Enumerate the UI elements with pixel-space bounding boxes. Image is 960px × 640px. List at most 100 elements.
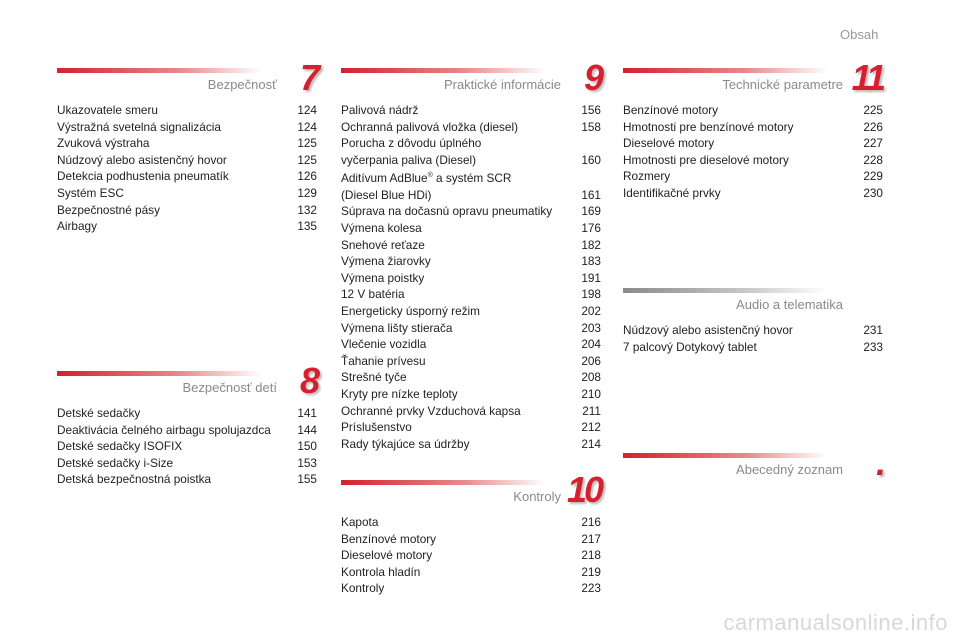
entry-page[interactable]: 161 [581, 187, 601, 202]
toc-entry[interactable]: Výstražná svetelná signalizácia 124 [57, 119, 317, 136]
toc-entry[interactable]: Strešné tyče 208 [341, 369, 601, 386]
toc-entry[interactable]: Palivová nádrž 156 [341, 102, 601, 119]
entry-label[interactable]: Benzínové motory [341, 531, 437, 546]
entry-page[interactable]: 228 [863, 152, 883, 167]
entry-page[interactable]: 156 [581, 103, 601, 117]
entry-page[interactable]: 126 [297, 169, 317, 184]
toc-entry[interactable]: Výmena poistky 191 [341, 270, 601, 287]
entry-label[interactable]: 12 V batéria [341, 287, 405, 302]
entry-label[interactable]: Rady týkajúce sa údržby [341, 436, 470, 451]
entry-label[interactable]: Ťahanie prívesu [341, 353, 426, 368]
entry-page[interactable]: 183 [581, 254, 601, 269]
entry-page[interactable]: 176 [581, 221, 601, 236]
entry-label[interactable]: Ukazovatele smeru [57, 103, 158, 117]
section-title[interactable]: Praktické informácie [443, 77, 561, 92]
entry-label[interactable]: Ochranná palivová vložka (diesel) [341, 119, 519, 134]
toc-entry[interactable]: Výmena žiarovky 183 [341, 253, 601, 270]
entry-page[interactable]: 211 [582, 403, 601, 418]
toc-entry[interactable]: Hmotnosti pre dieselové motory 228 [623, 152, 883, 169]
toc-entry[interactable]: 7 palcový Dotykový tablet 233 [623, 339, 883, 356]
toc-entry[interactable]: Bezpečnostné pásy 132 [57, 202, 317, 219]
entry-page[interactable]: 202 [581, 304, 601, 319]
entry-label[interactable]: Detské sedačky i-Size [57, 455, 174, 470]
entry-page[interactable]: 227 [863, 136, 883, 151]
entry-page[interactable]: 125 [297, 136, 317, 151]
entry-label[interactable]: Výstražná svetelná signalizácia [57, 119, 221, 134]
entry-label[interactable]: Deaktivácia čelného airbagu spolujazdca [57, 422, 271, 437]
toc-entry[interactable]: Vlečenie vozidla 204 [341, 336, 601, 353]
section-title[interactable]: Audio a telematika [736, 297, 843, 312]
entry-label[interactable]: Ochranné prvky Vzduchová kapsa [341, 403, 521, 418]
toc-entry[interactable]: Ťahanie prívesu 206 [341, 353, 601, 370]
entry-label[interactable]: Detekcia podhustenia pneumatík [57, 169, 229, 184]
toc-entry[interactable]: Kontrola hladín 219 [341, 564, 601, 581]
entry-page[interactable]: 233 [863, 339, 883, 354]
section-title[interactable]: Bezpečnosť [207, 77, 277, 92]
entry-label[interactable]: Kontrola hladín [341, 564, 421, 579]
entry-page[interactable]: 230 [863, 185, 883, 200]
entry-page[interactable]: 217 [581, 531, 601, 546]
toc-entry[interactable]: Identifikačné prvky 230 [623, 185, 883, 202]
section-title[interactable]: Abecedný zoznam [736, 462, 843, 477]
entry-page[interactable]: 150 [297, 439, 317, 454]
entry-page[interactable]: 158 [581, 119, 601, 134]
entry-page[interactable]: 132 [297, 202, 317, 217]
entry-page[interactable]: 135 [297, 219, 317, 234]
toc-entry[interactable]: Príslušenstvo 212 [341, 419, 601, 436]
section-title[interactable]: Technické parametre [722, 77, 843, 92]
entry-label[interactable]: Vlečenie vozidla [341, 337, 427, 352]
toc-entry[interactable]: Detekcia podhustenia pneumatík 126 [57, 168, 317, 185]
entry-page[interactable]: 226 [863, 119, 883, 134]
entry-label[interactable]: Núdzový alebo asistenčný hovor [623, 323, 793, 337]
toc-entry[interactable]: Kontroly 223 [341, 580, 601, 597]
entry-page[interactable]: 144 [297, 422, 317, 437]
entry-label[interactable]: Výmena žiarovky [341, 254, 431, 269]
entry-page[interactable]: 155 [297, 472, 317, 487]
entry-label[interactable]: Bezpečnostné pásy [57, 202, 160, 217]
entry-label[interactable]: Kryty pre nízke teploty [341, 387, 458, 402]
entry-label[interactable]: Výmena lišty stierača [341, 320, 453, 335]
toc-entry[interactable]: Dieselové motory 227 [623, 135, 883, 152]
entry-page[interactable]: 204 [581, 337, 601, 352]
entry-page[interactable]: 212 [581, 420, 601, 435]
entry-label[interactable]: Výmena poistky [341, 270, 425, 285]
entry-page[interactable]: 219 [581, 564, 601, 579]
entry-label[interactable]: Rozmery [623, 169, 671, 184]
entry-label[interactable]: Benzínové motory [623, 103, 719, 117]
entry-label[interactable]: Kontroly [341, 581, 385, 596]
entry-label[interactable]: Detská bezpečnostná poistka [57, 472, 212, 487]
entry-label[interactable]: Porucha z dôvodu úplného vyčerpania pali… [341, 136, 482, 167]
entry-page[interactable]: 216 [581, 515, 601, 529]
entry-page[interactable]: 208 [581, 370, 601, 385]
toc-entry[interactable]: Zvuková výstraha 125 [57, 135, 317, 152]
entry-label[interactable]: Súprava na dočasnú opravu pneumatiky [341, 204, 553, 219]
toc-entry[interactable]: Benzínové motory 217 [341, 531, 601, 548]
entry-label[interactable]: Núdzový alebo asistenčný hovor [57, 152, 227, 167]
toc-entry[interactable]: Kapota 216 [341, 514, 601, 531]
entry-label[interactable]: Palivová nádrž [341, 103, 419, 117]
toc-entry[interactable]: Deaktivácia čelného airbagu spolujazdca 1… [57, 422, 317, 439]
entry-label[interactable]: Detské sedačky [57, 406, 141, 420]
toc-entry[interactable]: Rady týkajúce sa údržby 214 [341, 436, 601, 453]
entry-page[interactable]: 210 [581, 387, 601, 402]
toc-entry[interactable]: Airbagy 135 [57, 218, 317, 235]
entry-label[interactable]: Systém ESC [57, 185, 124, 200]
entry-page[interactable]: 231 [863, 323, 883, 337]
entry-page[interactable]: 153 [297, 455, 317, 470]
toc-entry[interactable]: Rozmery 229 [623, 168, 883, 185]
entry-label[interactable]: Aditívum AdBlue® a systém SCR (Diesel Bl… [341, 171, 512, 202]
entry-page[interactable]: 191 [581, 270, 601, 285]
toc-entry[interactable]: Detské sedačky i-Size 153 [57, 455, 317, 472]
entry-label[interactable]: Energeticky úsporný režim [341, 304, 480, 319]
toc-entry[interactable]: Detská bezpečnostná poistka 155 [57, 471, 317, 488]
section-title[interactable]: Bezpečnosť detí [182, 380, 278, 395]
entry-page[interactable]: 214 [581, 436, 601, 451]
entry-page[interactable]: 223 [581, 581, 601, 596]
entry-page[interactable]: 125 [297, 152, 317, 167]
entry-page[interactable]: 124 [297, 119, 317, 134]
toc-entry[interactable]: Ochranné prvky Vzduchová kapsa 211 [341, 403, 601, 420]
toc-entry[interactable]: Núdzový alebo asistenčný hovor 125 [57, 152, 317, 169]
entry-page[interactable]: 169 [581, 204, 601, 219]
toc-entry[interactable]: Detské sedačky 141 [57, 405, 317, 422]
toc-entry[interactable]: Systém ESC 129 [57, 185, 317, 202]
